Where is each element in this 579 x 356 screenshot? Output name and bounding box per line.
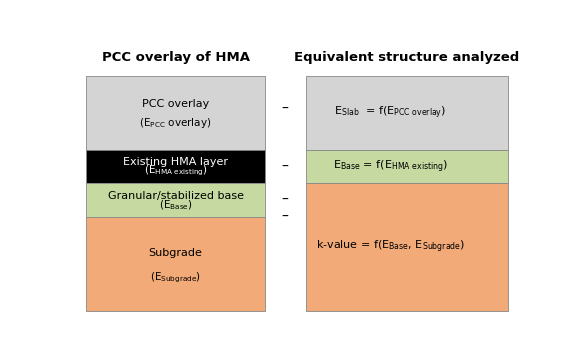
Text: –: – <box>281 102 288 116</box>
Text: (E$_\mathrm{Base}$): (E$_\mathrm{Base}$) <box>159 198 192 211</box>
Bar <box>86 183 265 217</box>
Text: E$_\mathrm{Base}$ = f(E$_\mathrm{HMA\ existing}$): E$_\mathrm{Base}$ = f(E$_\mathrm{HMA\ ex… <box>333 158 448 174</box>
Text: Existing HMA layer: Existing HMA layer <box>123 157 228 167</box>
Text: (E$_\mathrm{PCC}$ overlay): (E$_\mathrm{PCC}$ overlay) <box>140 116 212 130</box>
Bar <box>86 217 265 312</box>
Text: –: – <box>281 159 288 173</box>
Bar <box>306 75 508 150</box>
Text: Subgrade: Subgrade <box>149 248 203 258</box>
Text: (E$_\mathrm{HMA\ existing}$): (E$_\mathrm{HMA\ existing}$) <box>144 164 207 178</box>
Bar <box>86 75 265 150</box>
Bar <box>306 150 508 183</box>
Text: Granular/stabilized base: Granular/stabilized base <box>108 191 244 201</box>
Text: PCC overlay of HMA: PCC overlay of HMA <box>101 51 250 64</box>
Text: –: – <box>281 210 288 224</box>
Text: –: – <box>281 193 288 207</box>
Text: (E$_\mathrm{Subgrade}$): (E$_\mathrm{Subgrade}$) <box>150 270 201 284</box>
Text: E$_\mathrm{Slab}$  = f(E$_\mathrm{PCC\ overlay}$): E$_\mathrm{Slab}$ = f(E$_\mathrm{PCC\ ov… <box>334 105 446 121</box>
Text: PCC overlay: PCC overlay <box>142 99 209 109</box>
Text: k-value = f(E$_\mathrm{Base}$, E$_\mathrm{Subgrade}$): k-value = f(E$_\mathrm{Base}$, E$_\mathr… <box>316 239 465 255</box>
Text: Equivalent structure analyzed: Equivalent structure analyzed <box>294 51 519 64</box>
Bar <box>306 183 508 312</box>
Bar <box>86 150 265 183</box>
